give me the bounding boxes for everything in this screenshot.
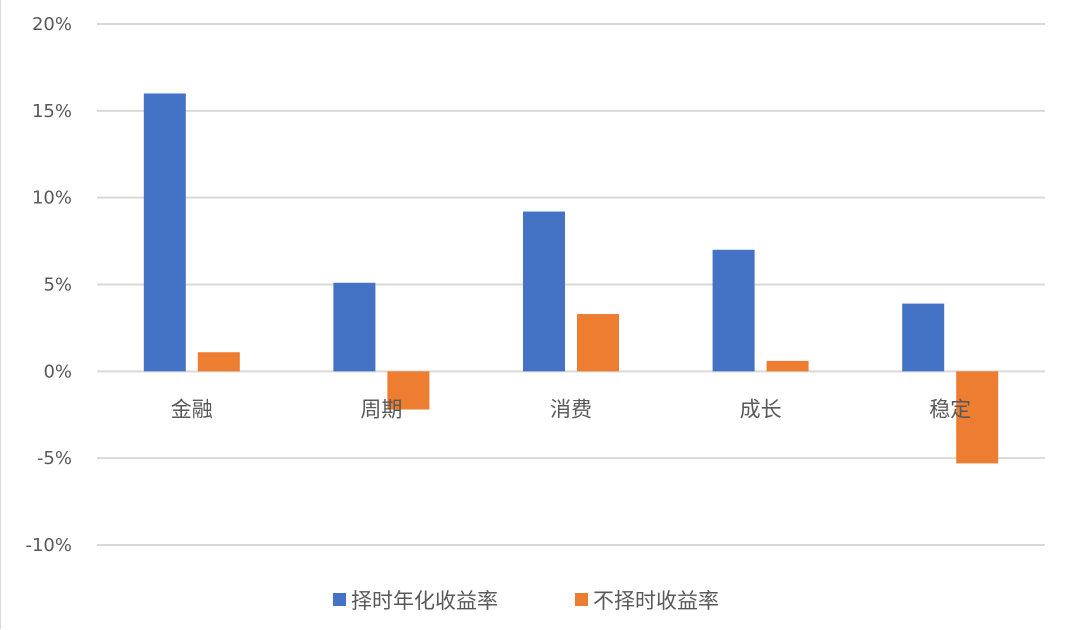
bar-no-timing (577, 314, 619, 372)
x-category-label: 稳定 (929, 397, 971, 421)
bar-no-timing (956, 371, 999, 464)
bar-no-timing (197, 352, 240, 372)
x-category-label: 金融 (171, 397, 213, 421)
y-tick-label: -5% (37, 448, 72, 469)
bar-no-timing (387, 371, 430, 410)
legend-label: 择时年化收益率 (351, 589, 498, 613)
bar-timing (712, 249, 755, 372)
bar-timing (143, 93, 186, 372)
legend-label: 不择时收益率 (593, 589, 719, 613)
bar-timing (523, 211, 565, 372)
bar-timing (902, 303, 945, 372)
y-tick-label: 20% (32, 14, 72, 35)
legend-swatch (575, 593, 588, 606)
bar-no-timing (766, 360, 809, 372)
legend-swatch (333, 593, 346, 606)
y-tick-label: 0% (43, 361, 72, 382)
bar-timing (333, 282, 376, 372)
y-tick-label: 15% (32, 101, 72, 122)
x-category-label: 消费 (550, 397, 592, 421)
y-tick-label: 5% (43, 275, 72, 296)
y-tick-label: 10% (32, 188, 72, 209)
x-category-label: 周期 (360, 397, 402, 421)
y-tick-label: -10% (25, 535, 72, 556)
x-category-label: 成长 (740, 397, 782, 421)
